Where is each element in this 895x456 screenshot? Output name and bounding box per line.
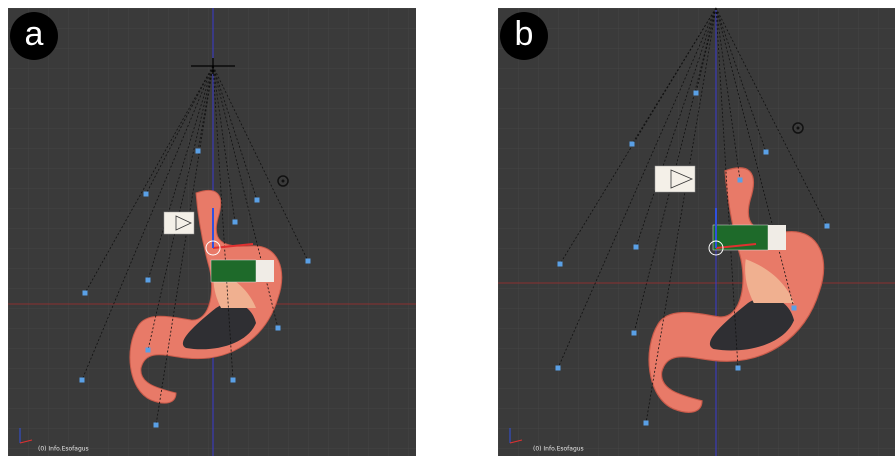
empty-handle xyxy=(255,198,260,203)
empty-handle xyxy=(556,366,561,371)
empty-handle xyxy=(558,262,563,267)
empty-handle xyxy=(694,91,699,96)
status-text: (0) Info.Esofagus xyxy=(533,446,584,453)
viewport-panel: a (0) Info.Esofagus xyxy=(8,8,416,456)
texture-plane xyxy=(211,260,256,282)
empty-handle xyxy=(736,366,741,371)
empty-handle xyxy=(231,378,236,383)
panel-label: a xyxy=(25,15,44,53)
panel-label: b xyxy=(515,15,534,53)
status-text: (0) Info.Esofagus xyxy=(38,446,89,453)
empty-handle xyxy=(154,423,159,428)
empty-handle xyxy=(764,150,769,155)
viewport-scene xyxy=(8,8,416,456)
empty-handle xyxy=(146,278,151,283)
empty-handle xyxy=(83,291,88,296)
empty-handle xyxy=(738,178,743,183)
viewport-scene xyxy=(498,8,895,456)
empty-handle xyxy=(306,259,311,264)
viewport-grid xyxy=(498,8,895,456)
light-icon xyxy=(797,127,800,130)
empty-handle xyxy=(233,220,238,225)
empty-handle xyxy=(632,331,637,336)
empty-handle xyxy=(146,348,151,353)
empty-handle xyxy=(80,378,85,383)
texture-plane xyxy=(768,225,786,250)
figure: a (0) Info.Esofagus b (0) Info.Esofagus xyxy=(0,0,895,456)
light-icon xyxy=(282,180,285,183)
image-plane xyxy=(164,212,194,234)
empty-handle xyxy=(825,224,830,229)
viewport-panel: b (0) Info.Esofagus xyxy=(498,8,895,456)
texture-plane xyxy=(256,260,274,282)
empty-handle xyxy=(276,326,281,331)
empty-handle xyxy=(196,149,201,154)
image-plane xyxy=(655,166,695,192)
empty-handle xyxy=(144,192,149,197)
empty-handle xyxy=(634,245,639,250)
empty-handle xyxy=(792,306,797,311)
empty-handle xyxy=(630,142,635,147)
empty-handle xyxy=(644,421,649,426)
